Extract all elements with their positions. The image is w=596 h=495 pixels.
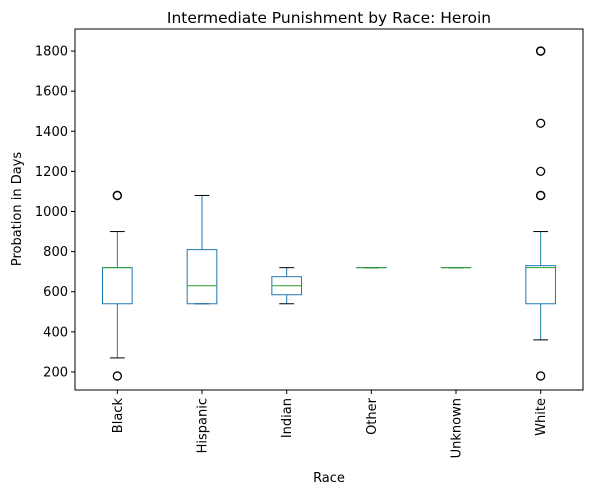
outlier-point	[536, 46, 546, 56]
box-black	[102, 190, 133, 381]
axes-frame	[74, 28, 584, 391]
x-tick-label: Hispanic	[196, 398, 211, 453]
outlier-point	[536, 166, 546, 177]
y-tick-label: 1200	[35, 165, 68, 180]
y-tick-label: 1800	[35, 45, 68, 60]
y-tick-label: 1000	[35, 205, 68, 220]
y-tick-label: 200	[43, 365, 68, 380]
y-tick-label: 1400	[35, 125, 68, 140]
y-tick-label: 1600	[35, 85, 68, 100]
y-axis-label: Probation in Days	[10, 152, 25, 267]
outlier-point	[112, 190, 122, 201]
chart-title: Intermediate Punishment by Race: Heroin	[167, 9, 491, 27]
outlier-point	[536, 118, 546, 128]
x-tick-label: Indian	[280, 398, 295, 438]
y-tick-label: 800	[43, 245, 68, 260]
x-tick-label: Black	[111, 398, 126, 434]
x-tick-label: White	[534, 398, 549, 436]
x-tick-label: Other	[365, 397, 380, 435]
iqr-box	[102, 267, 133, 305]
box-white	[525, 46, 556, 381]
outlier-point	[112, 371, 122, 381]
iqr-box	[525, 265, 556, 305]
y-tick-label: 400	[43, 325, 68, 340]
plot-area	[102, 46, 556, 381]
y-tick-label: 600	[43, 285, 68, 300]
box-hispanic	[186, 194, 218, 305]
y-axis: 200 400 600 800 1000 1200 1400 1600 1800	[35, 45, 75, 380]
x-tick-label: Unknown	[450, 398, 465, 458]
outlier-point	[536, 190, 546, 201]
outlier-point	[536, 371, 546, 381]
x-axis: Black Hispanic Indian Other Unknown White	[111, 390, 549, 458]
box-indian	[271, 267, 302, 305]
iqr-box	[186, 249, 218, 305]
x-axis-label: Race	[313, 471, 345, 486]
